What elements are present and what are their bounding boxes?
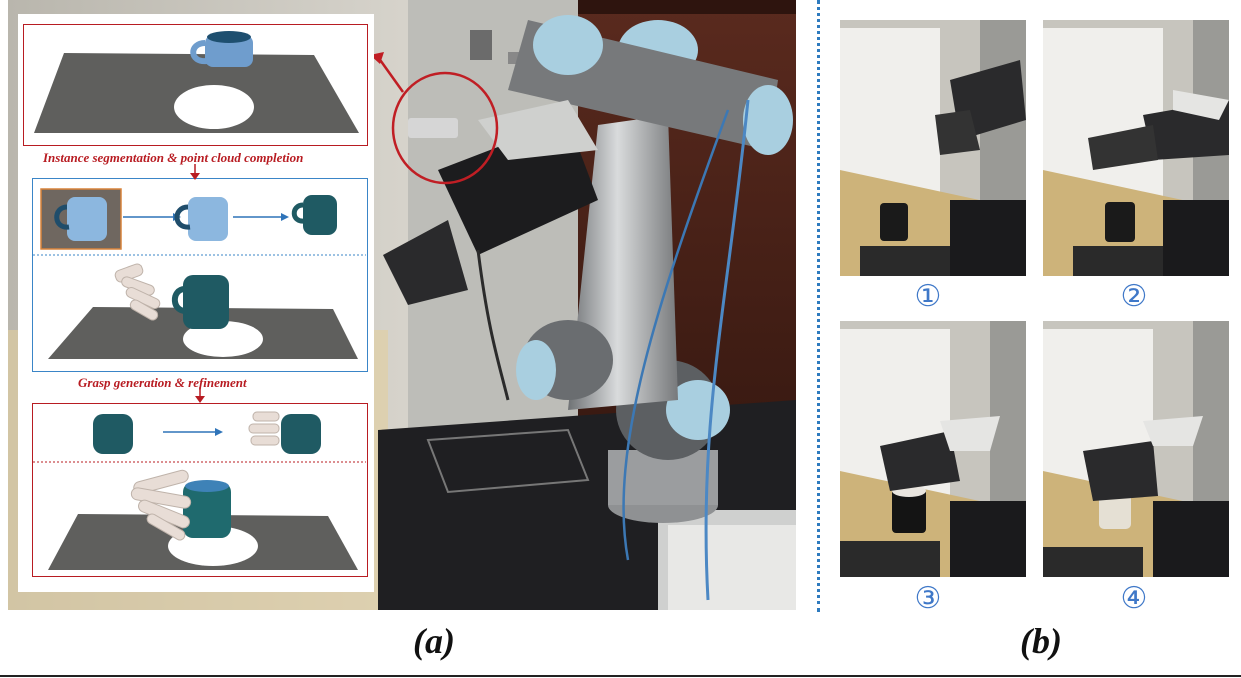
sequence-frame-3: [840, 321, 1026, 577]
sequence-frame-1: [840, 20, 1026, 276]
grasp-pipeline-panel: Instance segmentation & point cloud comp…: [18, 14, 374, 592]
panel-divider: [817, 0, 820, 612]
caption-b: (b): [1020, 621, 1062, 661]
sequence-frame-2: [1043, 20, 1229, 276]
stage-label-grasp: Grasp generation & refinement: [78, 375, 247, 390]
arrow-down-icon: [190, 164, 200, 180]
grasp-refinement-box: [32, 403, 368, 577]
bottom-rule: [0, 675, 1241, 677]
segmentation-completion-box: [32, 178, 368, 372]
step-number-3: ③: [914, 581, 942, 616]
stage-label-segmentation: Instance segmentation & point cloud comp…: [43, 150, 304, 165]
step-number-2: ②: [1120, 279, 1148, 314]
step-number-1: ①: [914, 279, 942, 314]
sequence-frame-4: [1043, 321, 1229, 577]
arrow-down-icon: [195, 387, 205, 403]
caption-a: (a): [413, 621, 455, 661]
step-number-4: ④: [1120, 581, 1148, 616]
scene-pointcloud-box: [23, 24, 368, 146]
